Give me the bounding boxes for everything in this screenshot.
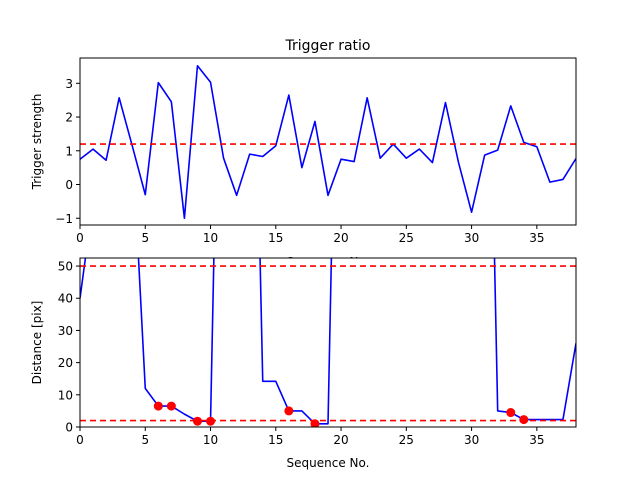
axes-frame-bottom — [79, 257, 577, 428]
data-point-marker — [153, 401, 163, 411]
y-axis-label-top: Trigger strength — [30, 94, 44, 191]
y-tick-label: 20 — [58, 356, 73, 370]
x-tick-label: 10 — [203, 433, 218, 447]
y-tick-label: 30 — [58, 324, 73, 338]
data-point-marker — [506, 408, 516, 418]
x-tick-label: 20 — [333, 231, 348, 245]
y-tick-label: 3 — [65, 77, 73, 91]
x-tick-label: 5 — [141, 433, 149, 447]
chart-distance: 0 5 10 15 20 25 30 35 0 10 20 30 40 50 Distance [pix]… — [30, 257, 577, 470]
y-tick-label: 10 — [58, 388, 73, 402]
chart-title: Trigger ratio — [284, 38, 370, 54]
x-tick-label: 15 — [268, 433, 283, 447]
series-line-top — [80, 64, 576, 220]
x-tick-label: 35 — [529, 433, 544, 447]
x-tick-label: 5 — [141, 231, 149, 245]
x-tick-label: 30 — [464, 433, 479, 447]
y-tick-label: 1 — [65, 144, 73, 158]
x-axis-label-bottom: Sequence No. — [287, 456, 370, 470]
y-tick-label: −1 — [55, 212, 73, 226]
axes-frame-top — [79, 57, 577, 226]
x-tick-label: 35 — [529, 231, 544, 245]
plot-area-bottom — [80, 258, 576, 427]
y-tick-label: 2 — [65, 111, 73, 125]
data-point-marker — [166, 401, 176, 411]
plot-area-top — [80, 64, 576, 220]
x-tick-label: 15 — [268, 231, 283, 245]
y-axis-label-bottom: Distance [pix] — [30, 301, 44, 385]
x-tick-label: 25 — [399, 433, 414, 447]
data-point-marker — [284, 406, 294, 416]
x-tick-label: 10 — [203, 231, 218, 245]
y-tick-label: 40 — [58, 292, 73, 306]
x-tick-label: 20 — [333, 433, 348, 447]
x-tick-label: 25 — [399, 231, 414, 245]
y-tick-label: 0 — [65, 178, 73, 192]
axis-ticks-bottom: 0 5 10 15 20 25 30 35 0 10 20 30 40 50 — [58, 260, 545, 447]
y-tick-label: 50 — [58, 260, 73, 274]
x-tick-label: 0 — [76, 433, 84, 447]
data-point-marker — [519, 415, 529, 425]
x-tick-label: 0 — [76, 231, 84, 245]
y-tick-label: 0 — [65, 421, 73, 435]
x-tick-label: 30 — [464, 231, 479, 245]
data-point-marker — [192, 416, 202, 426]
